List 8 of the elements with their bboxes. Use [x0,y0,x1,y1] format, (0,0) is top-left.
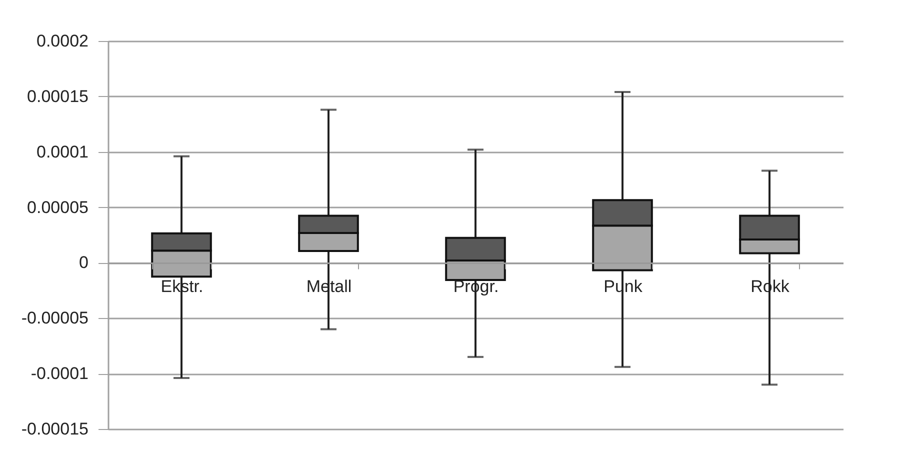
y-tick-label: 0.0002 [36,32,88,50]
y-tick-label: -0.0001 [30,364,88,384]
y-tick-label: 0.00005 [27,198,88,217]
y-tick-label: 0.00015 [27,86,88,106]
y-tick-label: 0 [79,253,88,272]
y-tick-label: 0.0001 [36,142,88,162]
y-tick-label: -0.00005 [21,308,88,328]
y-tick-label: -0.00015 [21,420,88,438]
